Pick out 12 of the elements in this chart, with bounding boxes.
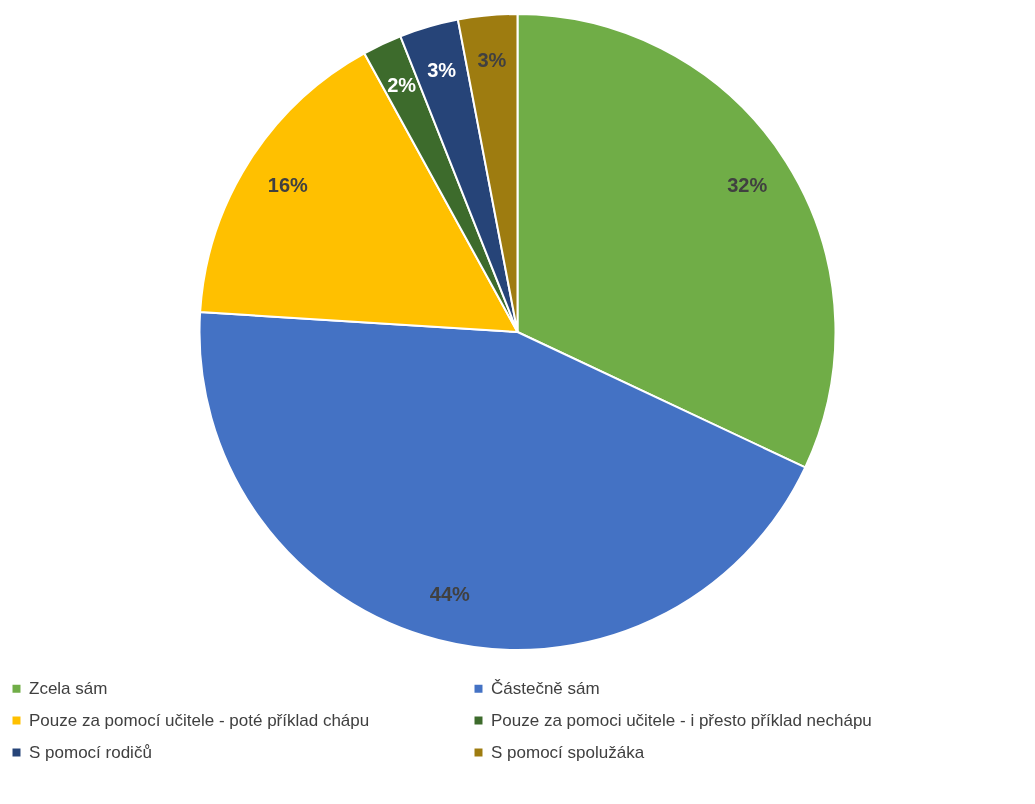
data-label: 44%	[429, 583, 471, 606]
data-label: 3%	[427, 58, 457, 81]
data-label: 3%	[477, 49, 507, 72]
legend-label: Zcela sám	[29, 678, 108, 698]
legend-label: Pouze za pomoci učitele - i přesto příklad nechápu	[491, 710, 872, 730]
legend-label: S pomocí rodičů	[29, 742, 152, 762]
data-label: 2%	[387, 73, 417, 96]
data-label: 16%	[267, 174, 309, 197]
legend-label: Částečně sám	[491, 678, 600, 698]
data-label: 32%	[727, 174, 768, 197]
legend-label: S pomocí spolužáka	[491, 742, 645, 762]
legend-label: Pouze za pomocí učitele - poté příklad chápu	[29, 710, 370, 730]
